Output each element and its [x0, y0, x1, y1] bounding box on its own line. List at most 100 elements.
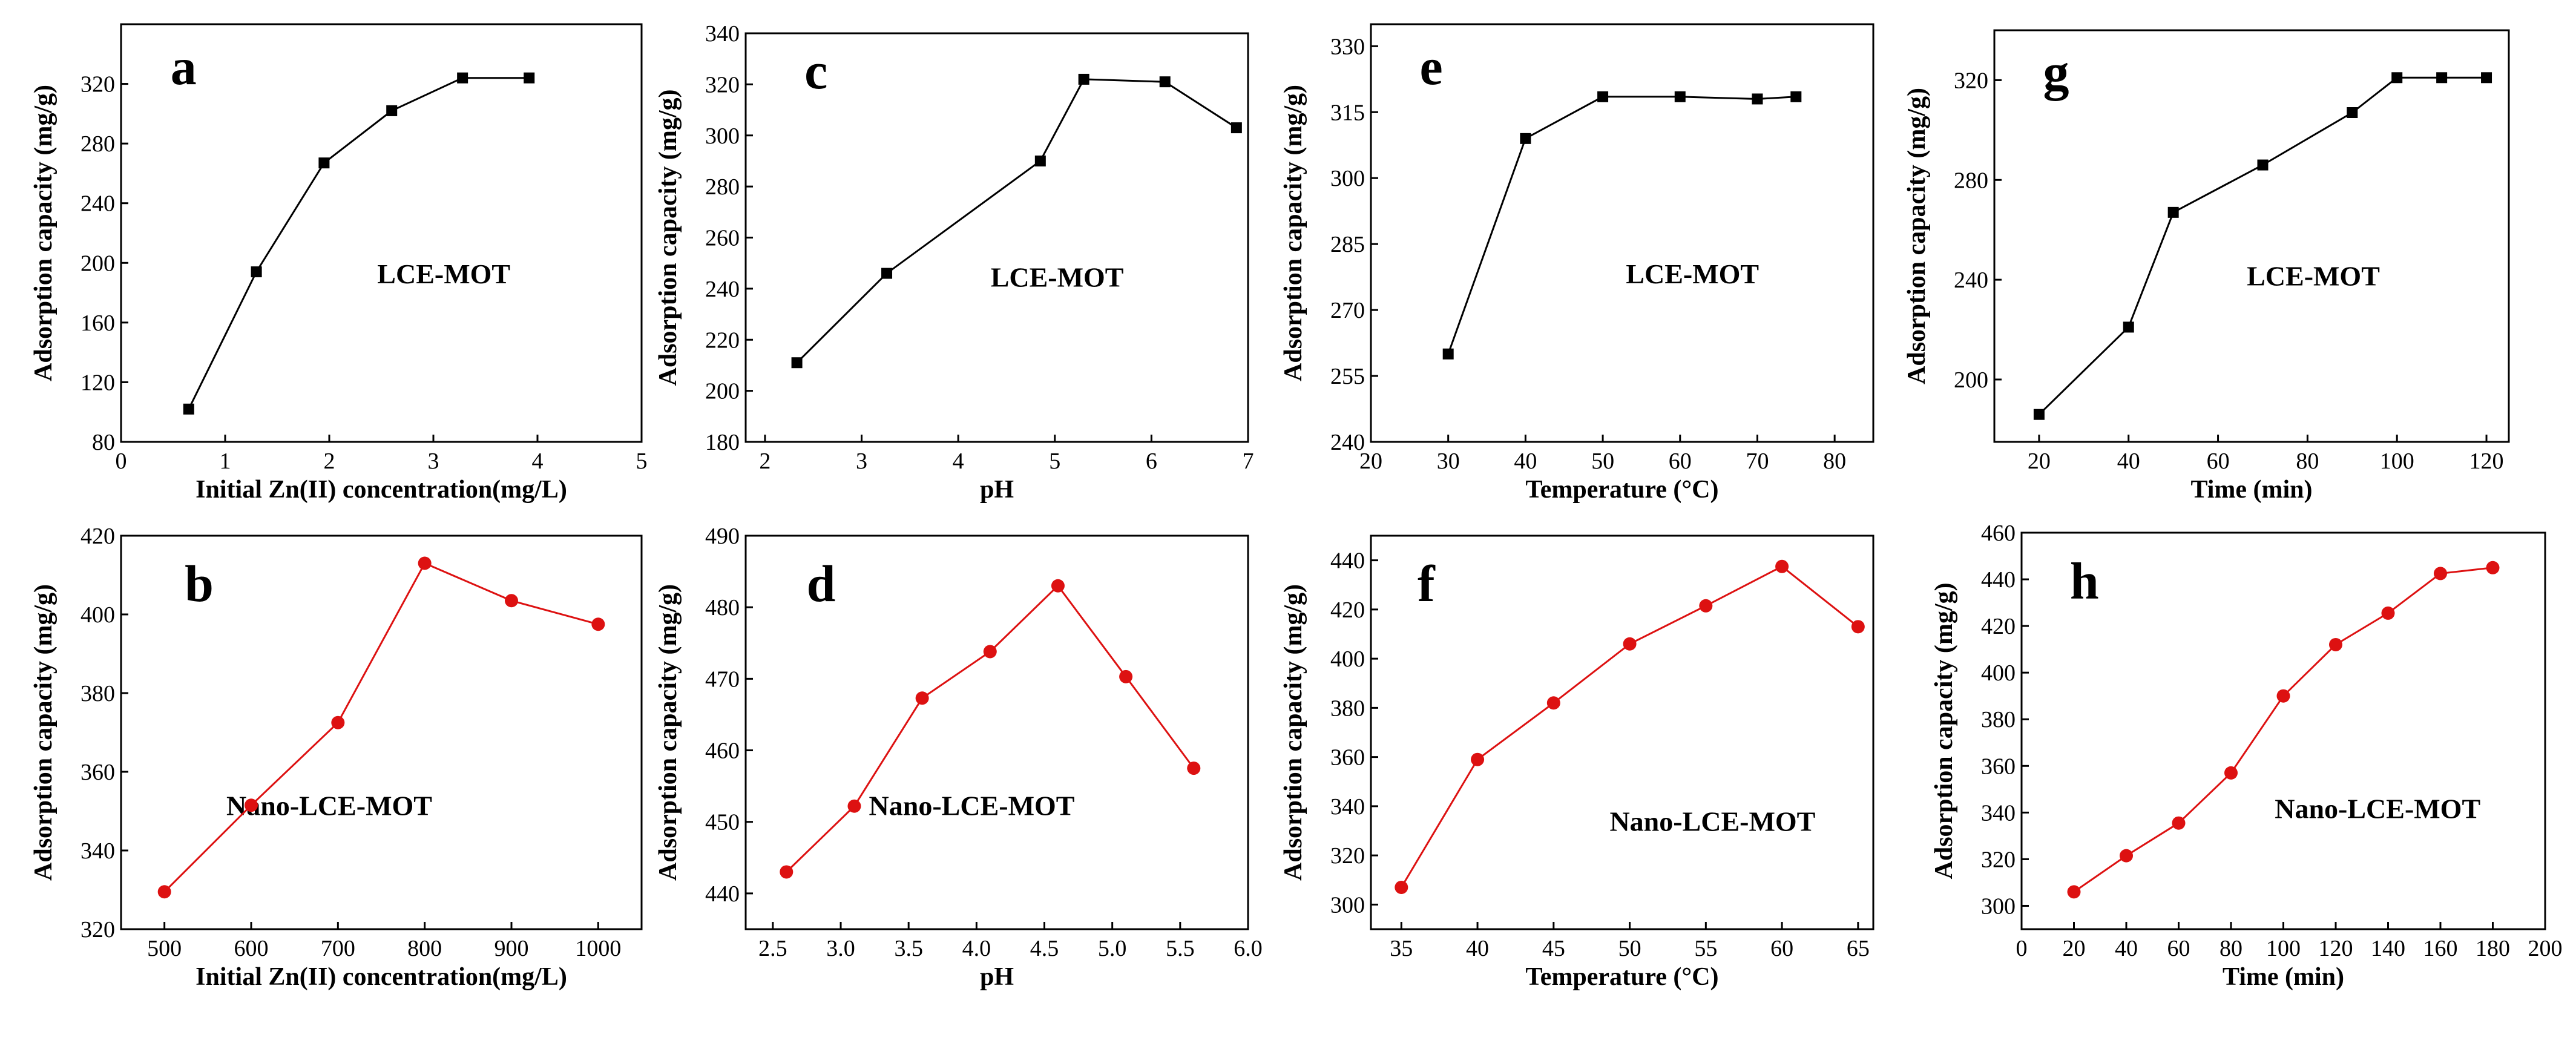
x-tick-label: 40 — [2115, 936, 2138, 961]
material-label: LCE-MOT — [1626, 258, 1759, 289]
y-tick-label: 240 — [1330, 430, 1365, 455]
y-tick-label: 200 — [705, 379, 740, 404]
y-tick-label: 400 — [1330, 646, 1365, 672]
x-tick-label: 35 — [1390, 936, 1413, 961]
material-label: LCE-MOT — [377, 258, 510, 289]
data-point — [1119, 669, 1133, 683]
series-line — [786, 584, 1195, 873]
x-tick-label: 1 — [220, 449, 231, 474]
data-point — [591, 617, 605, 631]
x-tick-label: 60 — [1669, 449, 1692, 474]
x-tick-label: 55 — [1694, 936, 1717, 961]
data-point — [915, 691, 929, 705]
panel-letter: d — [807, 554, 836, 613]
x-tick-label: 5 — [1049, 449, 1060, 474]
x-tick-label: 45 — [1542, 936, 1565, 961]
y-tick-label: 360 — [1981, 754, 2016, 779]
panel-g: 20 40 60 80 100 120 200 240 280 320 Time (min) Adso… — [1903, 29, 2510, 504]
y-tick-label: 460 — [705, 738, 740, 764]
panel-letter: e — [1420, 38, 1443, 96]
series-line — [2073, 567, 2493, 893]
x-axis-label: Time (min) — [2190, 476, 2312, 504]
data-point — [2436, 72, 2448, 84]
y-tick-label: 320 — [1981, 847, 2016, 872]
x-tick-label: 40 — [1514, 449, 1537, 474]
data-point — [418, 556, 432, 570]
data-point — [791, 357, 803, 369]
x-tick-label: 60 — [2167, 936, 2190, 961]
material-label: LCE-MOT — [2247, 261, 2380, 292]
series-line — [2038, 76, 2486, 415]
y-tick-label: 420 — [80, 524, 115, 549]
y-tick-label: 400 — [1981, 660, 2016, 686]
panel-letter: g — [2043, 43, 2069, 101]
x-tick-label: 4.0 — [962, 936, 991, 961]
data-point — [1623, 637, 1637, 651]
y-tick-label: 80 — [92, 430, 115, 455]
y-tick-label: 180 — [705, 430, 740, 455]
x-tick-label: 100 — [2380, 449, 2414, 474]
data-point — [1230, 122, 1242, 134]
data-point — [780, 865, 794, 879]
panel-d: 2.5 3.0 3.5 4.0 4.5 5.0 5.5 6.0 440 450 460 470 480 4… — [654, 524, 1263, 991]
x-tick-label: 0 — [2016, 936, 2028, 961]
panel-letter: f — [1418, 554, 1436, 613]
data-point — [1187, 761, 1201, 775]
y-tick-label: 300 — [705, 123, 740, 149]
y-tick-label: 380 — [80, 681, 115, 706]
y-axis-label: Adsorption capacity (mg/g) — [654, 90, 682, 386]
x-tick-label: 0 — [116, 449, 127, 474]
data-point — [847, 799, 861, 813]
x-tick-label: 70 — [1746, 449, 1769, 474]
data-point — [457, 72, 468, 84]
data-point — [1775, 559, 1789, 573]
x-tick-label: 180 — [2476, 936, 2510, 961]
y-tick-label: 255 — [1330, 364, 1365, 389]
plot-frame — [1993, 29, 2510, 443]
y-tick-label: 320 — [705, 72, 740, 97]
y-tick-label: 160 — [80, 311, 115, 336]
x-tick-label: 120 — [2319, 936, 2353, 961]
data-point — [1159, 76, 1171, 88]
y-tick-label: 285 — [1330, 232, 1365, 257]
data-point — [1546, 696, 1560, 710]
x-tick-label: 2 — [759, 449, 770, 474]
plot-frame — [120, 23, 643, 443]
data-point — [1442, 348, 1454, 360]
x-tick-label: 80 — [2296, 449, 2319, 474]
y-tick-label: 450 — [705, 810, 740, 835]
data-point — [2257, 159, 2269, 171]
x-tick-label: 5 — [636, 449, 648, 474]
x-tick-label: 3.0 — [826, 936, 855, 961]
material-label: Nano-LCE-MOT — [1609, 806, 1815, 837]
data-point — [331, 715, 345, 729]
material-label: LCE-MOT — [991, 262, 1124, 293]
y-tick-label: 200 — [80, 251, 115, 276]
panel-letter: h — [2070, 552, 2099, 610]
y-tick-label: 460 — [1981, 521, 2016, 546]
series-line — [163, 562, 599, 893]
x-tick-label: 60 — [2207, 449, 2230, 474]
y-tick-label: 120 — [80, 370, 115, 395]
plot-frame — [120, 535, 643, 930]
data-point — [1851, 620, 1865, 634]
x-axis-label: Initial Zn(II) concentration(mg/L) — [196, 476, 567, 504]
data-point — [318, 157, 330, 169]
y-tick-label: 320 — [80, 72, 115, 97]
y-tick-label: 320 — [80, 917, 115, 942]
data-point — [2329, 637, 2342, 651]
y-tick-label: 470 — [705, 666, 740, 692]
data-point — [2481, 72, 2492, 84]
y-axis-label: Adsorption capacity (mg/g) — [1280, 584, 1307, 881]
y-tick-label: 270 — [1330, 298, 1365, 323]
y-tick-label: 320 — [1954, 68, 1988, 93]
x-tick-label: 20 — [2028, 449, 2051, 474]
data-point — [524, 72, 535, 84]
y-tick-label: 480 — [705, 595, 740, 620]
y-axis-label: Adsorption capacity (mg/g) — [1280, 85, 1307, 381]
data-point — [1051, 579, 1065, 593]
x-axis-label: Temperature (°C) — [1526, 476, 1719, 504]
panel-h: 0 20 40 60 80 100 120 140 160 180 200 300 320 340 360 3… — [1930, 521, 2563, 991]
y-tick-label: 380 — [1981, 707, 2016, 732]
